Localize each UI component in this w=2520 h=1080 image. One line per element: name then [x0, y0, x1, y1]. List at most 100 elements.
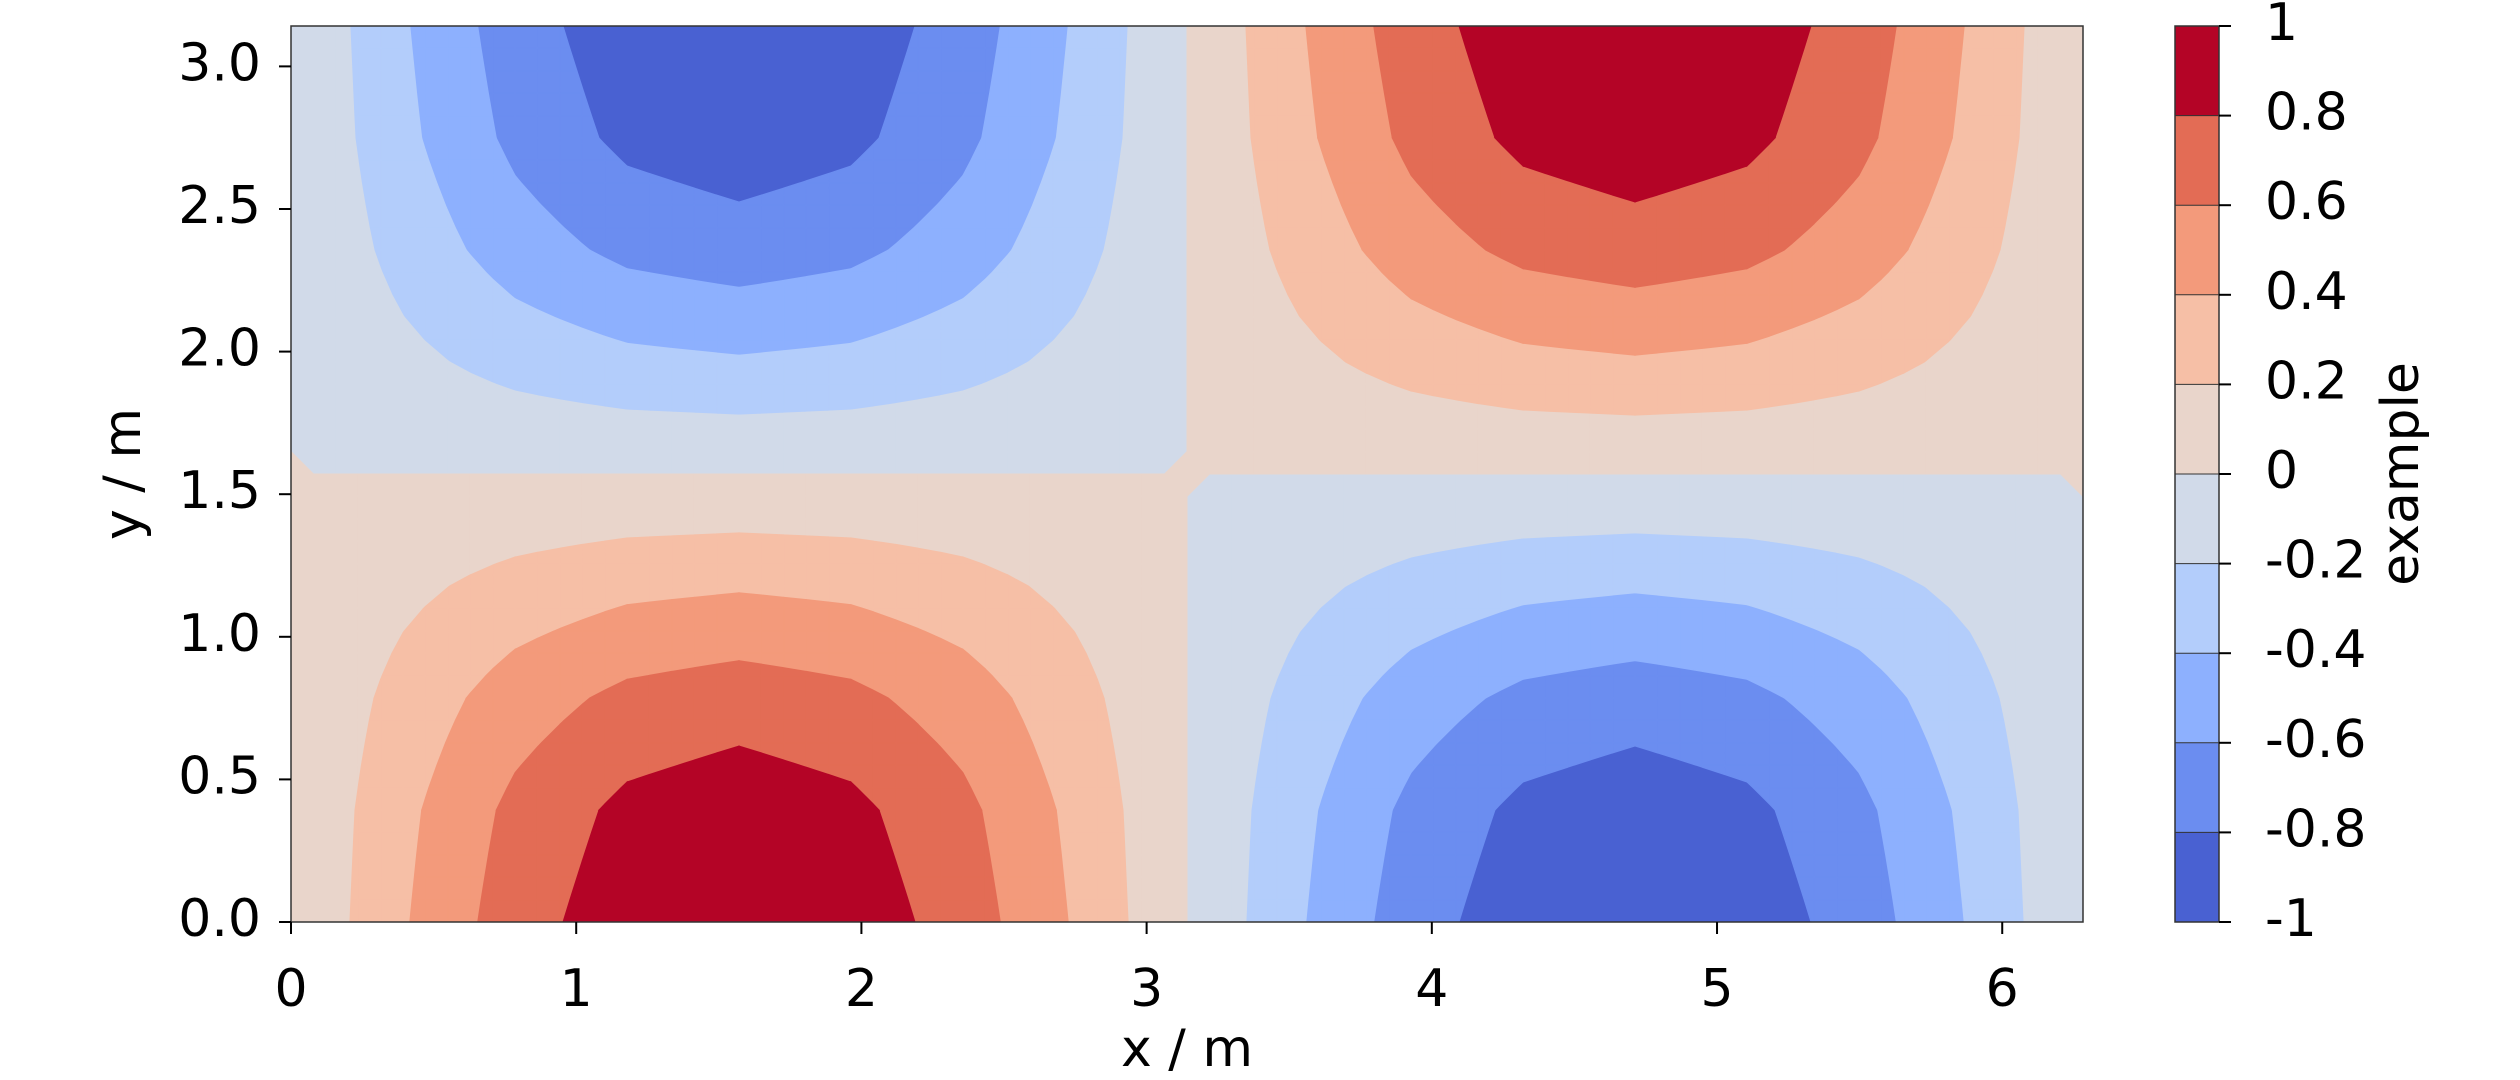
contour-band [738, 342, 852, 363]
contour-band [1970, 361, 2084, 475]
x-tick-label: 2 [845, 959, 878, 1019]
contour-band [514, 25, 600, 139]
colorbar-band [2175, 115, 2219, 206]
colorbar-band [2175, 294, 2219, 385]
y-tick-label: 0.5 [178, 746, 261, 806]
contour-band [290, 249, 404, 363]
contour-band [1186, 361, 1300, 475]
contour-band [1970, 473, 2084, 587]
colorbar-band [2175, 563, 2219, 654]
contour-band [402, 313, 452, 363]
contour-band [1522, 25, 1636, 139]
contour-band [1298, 809, 1319, 923]
colorbar-tick-label: -0.4 [2265, 620, 2366, 680]
contour-band [1074, 473, 1188, 587]
contour-band [1298, 809, 1393, 923]
colorbar-tick-label: -0.8 [2265, 799, 2366, 859]
contour-band [626, 809, 740, 923]
y-tick-label: 1.5 [178, 461, 261, 521]
colorbar-tick-label: 0.2 [2265, 351, 2348, 411]
contour-band [962, 473, 1076, 587]
contour-band [290, 473, 404, 587]
contour-band [1522, 473, 1636, 539]
colorbar-band [2175, 653, 2219, 743]
contour-band [514, 537, 628, 587]
contour-band [738, 745, 852, 811]
contour-band [962, 556, 1029, 587]
contour-band [1746, 137, 1860, 251]
contour-band [597, 780, 628, 811]
contour-band [2018, 809, 2084, 923]
contour-band [514, 297, 628, 363]
colorbar-tick-label: 0.6 [2265, 172, 2348, 232]
y-tick-label: 1.0 [178, 604, 261, 664]
contour-band [738, 532, 852, 587]
contour-band [1074, 809, 1129, 923]
contour-band [850, 678, 889, 699]
contour-band [402, 361, 516, 475]
contour-band [449, 556, 516, 587]
contour-band [1122, 25, 1188, 139]
colorbar-band [2175, 832, 2219, 922]
contour-band [290, 25, 356, 139]
y-tick-label: 2.0 [178, 319, 261, 379]
contour-band [626, 165, 740, 251]
colorbar-band [2175, 742, 2219, 833]
contour-band [1970, 25, 2025, 139]
colorbar-band [2175, 474, 2219, 564]
y-axis-label: y / m [93, 408, 153, 540]
colorbar-band [2175, 205, 2219, 295]
contour-band [1634, 473, 1748, 539]
contour-band [738, 660, 852, 699]
contour-band [738, 409, 852, 475]
plot-frame [290, 25, 2084, 923]
contour-band [1074, 361, 1188, 475]
contour-band [850, 297, 964, 363]
contour-band [1186, 473, 1300, 587]
colorbar-tick-label: -1 [2265, 889, 2317, 949]
x-tick-label: 3 [1130, 959, 1163, 1019]
contour-band [1634, 25, 1748, 139]
colorbar-band [2175, 26, 2219, 116]
contour-band [402, 249, 516, 363]
y-tick-label: 0.0 [178, 889, 261, 949]
contour-band [962, 772, 983, 811]
colorbar-tick-label: 0 [2265, 441, 2298, 501]
contour-band [626, 409, 740, 475]
x-tick-label: 4 [1415, 959, 1448, 1019]
contour-band [626, 342, 740, 363]
colorbar-label: example [2371, 362, 2431, 586]
contour-band [402, 137, 468, 251]
contour-band [402, 25, 423, 139]
x-tick-label: 5 [1700, 959, 1733, 1019]
x-tick-label: 0 [274, 959, 307, 1019]
x-tick-label: 1 [560, 959, 593, 1019]
colorbar-band [2175, 384, 2219, 474]
contour-band [1074, 697, 1124, 811]
contour-band [1026, 313, 1076, 363]
contour-band [514, 173, 592, 251]
colorbar-tick-label: 0.8 [2265, 83, 2348, 143]
contour-band [1634, 361, 1748, 416]
contour-band [1970, 249, 2001, 316]
colorbar-tick-label: 0.4 [2265, 262, 2348, 322]
y-tick-label: 3.0 [178, 33, 261, 93]
contour-band [626, 532, 740, 587]
contour-band [1522, 361, 1636, 416]
contour-band [1298, 585, 1348, 635]
colorbar-tick-label: -0.6 [2265, 710, 2366, 770]
contour-band [1074, 632, 1105, 699]
contour-field [290, 25, 2084, 923]
contour-band [962, 809, 1001, 923]
contour-band [962, 249, 1076, 363]
colorbar-tick-label: 1 [2265, 0, 2298, 53]
contour-band [373, 632, 404, 699]
x-axis-label: x / m [1121, 1019, 1253, 1079]
contour-band [1858, 361, 1925, 392]
contour-band [738, 809, 852, 923]
colorbar-tick-label: -0.2 [2265, 531, 2366, 591]
x-tick-label: 6 [1986, 959, 2019, 1019]
y-tick-label: 2.5 [178, 176, 261, 236]
contour-band [850, 780, 881, 811]
